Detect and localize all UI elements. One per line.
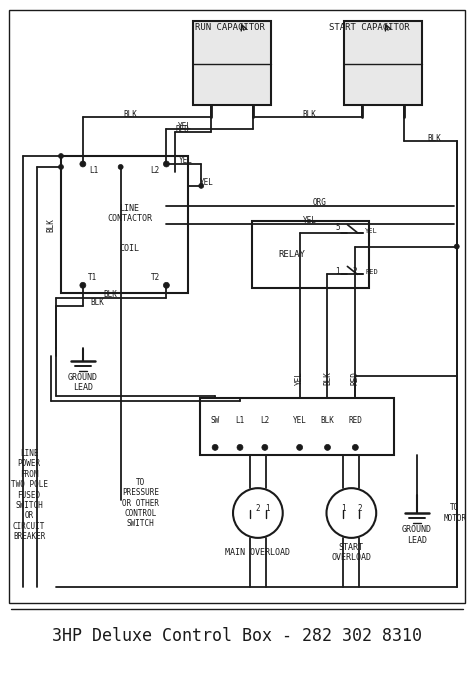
Text: 1: 1 [335,267,340,276]
Circle shape [237,444,243,450]
Text: BLK: BLK [104,290,118,299]
Text: TO
PRESSURE
OR OTHER
CONTROL
SWITCH: TO PRESSURE OR OTHER CONTROL SWITCH [122,478,159,529]
Text: 3HP Deluxe Control Box - 282 302 8310: 3HP Deluxe Control Box - 282 302 8310 [52,627,422,646]
Text: L2: L2 [150,166,160,176]
Text: START CAPACITOR: START CAPACITOR [329,23,410,32]
Circle shape [262,444,268,450]
Text: LINE
CONTACTOR: LINE CONTACTOR [107,204,152,223]
Circle shape [58,164,64,170]
Circle shape [233,488,283,538]
Text: L1: L1 [236,416,245,425]
Text: SW: SW [210,416,220,425]
Bar [193,21,271,105]
Text: 1: 1 [341,504,346,512]
Circle shape [164,283,169,288]
Bar [252,220,369,288]
Text: GROUND
LEAD: GROUND LEAD [68,373,98,393]
Text: YEL: YEL [200,178,214,187]
Text: TO
MOTOR: TO MOTOR [443,504,466,523]
Text: YEL: YEL [365,228,378,234]
Text: RELAY: RELAY [278,250,305,259]
Text: COIL: COIL [119,244,140,253]
Text: T2: T2 [150,273,160,282]
Text: BLK: BLK [323,371,332,385]
Text: GROUND
LEAD: GROUND LEAD [402,525,432,545]
Circle shape [327,488,376,538]
Text: YEL: YEL [303,216,317,225]
Text: BLK: BLK [427,134,441,143]
Text: YEL: YEL [179,155,193,164]
Bar [9,10,465,602]
Text: ORG: ORG [312,198,327,208]
Circle shape [325,444,330,450]
Circle shape [199,183,204,189]
Circle shape [454,244,459,249]
Text: BLK: BLK [124,110,137,119]
Text: L2: L2 [260,416,269,425]
Text: YEL: YEL [293,416,307,425]
Circle shape [297,444,302,450]
Circle shape [80,283,86,288]
Circle shape [164,161,169,167]
Text: RED: RED [348,416,362,425]
Text: L1: L1 [89,166,98,176]
Text: START
OVERLOAD: START OVERLOAD [331,543,371,562]
Bar [345,21,422,105]
Circle shape [58,153,64,158]
Text: LINE
POWER
FROM
TWO POLE
FUSED
SWITCH
OR
CIRCUIT
BREAKER: LINE POWER FROM TWO POLE FUSED SWITCH OR… [11,449,48,541]
Circle shape [118,164,123,170]
Text: 2: 2 [352,267,356,276]
Text: 2: 2 [255,504,260,512]
Text: YEL: YEL [295,371,304,385]
Text: YEL: YEL [178,122,192,130]
Text: MAIN OVERLOAD: MAIN OVERLOAD [225,548,291,557]
Text: 2: 2 [357,504,362,512]
Text: RED: RED [365,269,378,275]
Text: BLK: BLK [303,110,317,119]
Bar [200,397,394,456]
Text: RUN CAPACITOR: RUN CAPACITOR [195,23,265,32]
Text: BLK: BLK [320,416,335,425]
Text: BLK: BLK [91,297,105,307]
Text: 5: 5 [335,223,340,232]
Text: 1: 1 [265,504,270,512]
Circle shape [212,444,218,450]
Text: RED: RED [351,371,360,385]
Circle shape [80,161,86,167]
Text: BLK: BLK [46,218,55,232]
Text: T1: T1 [88,273,97,282]
Bar [61,156,188,293]
Text: RED: RED [175,124,189,134]
Circle shape [352,444,358,450]
